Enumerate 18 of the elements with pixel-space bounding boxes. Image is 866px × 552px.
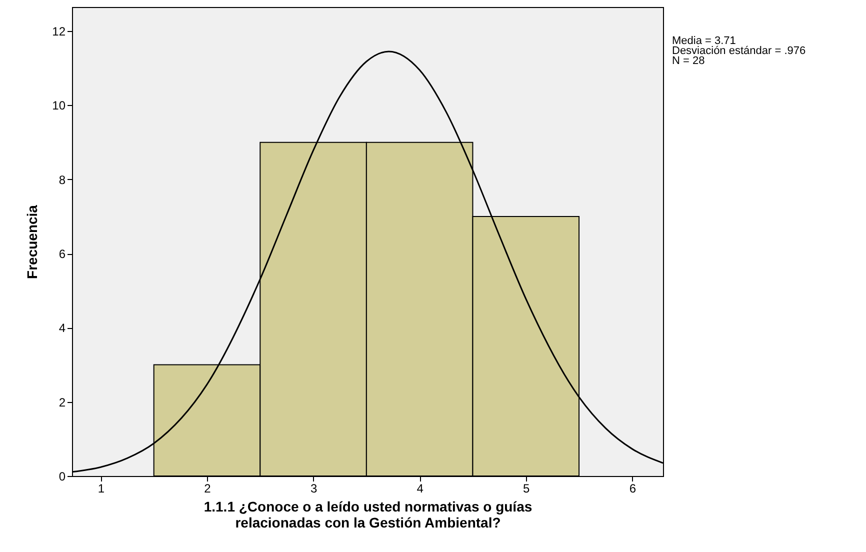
y-tick-label: 6: [58, 247, 66, 262]
x-tick-label: 4: [416, 482, 424, 496]
y-tick-label: 2: [58, 395, 66, 410]
text: N = 28: [672, 55, 705, 67]
y-tick-label: 4: [58, 321, 66, 336]
x-tick-label: 2: [204, 482, 212, 496]
text: Media = 3.71: [672, 35, 736, 47]
x-tick-label: 6: [629, 482, 636, 496]
y-tick-label: 8: [58, 172, 66, 187]
text: Desviación estándar = .976: [672, 45, 806, 57]
y-tick-label: 0: [58, 470, 66, 484]
x-tick-label: 3: [310, 482, 318, 496]
y-axis-title: Frecuencia: [24, 204, 40, 279]
y-tick-label: 10: [52, 98, 66, 113]
x-tick-label: 5: [523, 482, 530, 496]
x-axis-title: 1.1.1 ¿Conoce o a leído usted normativas o guías relacionadas con la Gestión Ambiental?: [204, 498, 532, 530]
y-tick-label: 12: [52, 24, 66, 39]
x-tick-label: 1: [98, 482, 105, 496]
